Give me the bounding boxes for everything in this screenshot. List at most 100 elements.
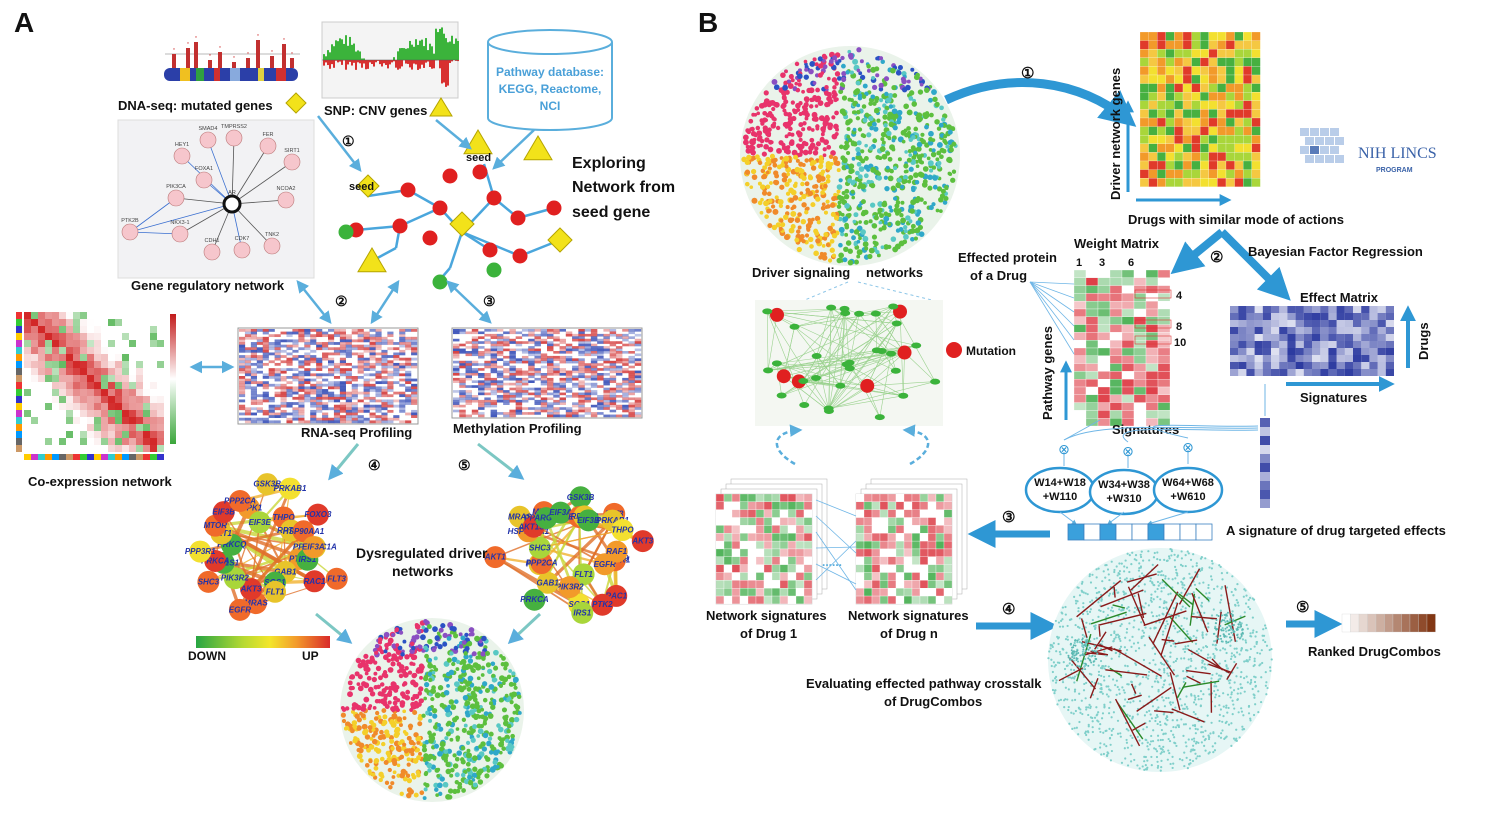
- stack-cell: [787, 595, 797, 605]
- heat-cell: [322, 407, 329, 411]
- hairball-node: [848, 168, 854, 174]
- heat-cell: [310, 404, 317, 408]
- hairball-node: [838, 242, 843, 248]
- stack-cell: [755, 509, 765, 518]
- heat-cell: [603, 392, 610, 396]
- heat-cell: [622, 377, 629, 381]
- heat-cell: [298, 365, 305, 369]
- heat-cell: [478, 375, 485, 379]
- heat-cell: [559, 414, 566, 418]
- stack-cell: [795, 595, 805, 605]
- heat-cell: [268, 342, 275, 345]
- coexp-cell: [80, 382, 87, 389]
- heat-cell: [239, 383, 246, 387]
- coexp-cell: [122, 354, 129, 361]
- heat-cell: [304, 378, 311, 382]
- coexp-bottom-color: [101, 454, 108, 460]
- coexp-cell: [150, 312, 157, 319]
- hairball-node: [856, 161, 862, 167]
- hairball-node: [908, 204, 915, 210]
- heat-cell: [375, 344, 382, 348]
- coexp-cell: [80, 340, 87, 347]
- gene-edge: [539, 546, 605, 566]
- coexp-cell: [59, 417, 66, 424]
- hairball-node: [495, 749, 500, 754]
- gene-node-label: PRKAB1: [274, 484, 307, 493]
- coexp-cell: [150, 410, 157, 417]
- heat-cell: [628, 380, 635, 383]
- heat-cell: [298, 394, 305, 398]
- hairball-node: [798, 122, 804, 128]
- heat-cell: [590, 370, 598, 374]
- zoom-mutation-node: [776, 369, 791, 384]
- heat-cell: [333, 420, 341, 424]
- heat-cell: [292, 396, 299, 400]
- stack-cell: [747, 595, 757, 605]
- hairball-node: [873, 215, 879, 221]
- heat-cell: [634, 343, 642, 347]
- heat-cell: [328, 357, 335, 361]
- coexp-cell: [38, 375, 45, 382]
- hairball-node: [477, 655, 482, 660]
- hairball-node: [378, 675, 383, 681]
- stack-cell: [779, 564, 789, 573]
- coexp-cell: [115, 445, 122, 452]
- hairball-node: [389, 738, 395, 744]
- heat-cell: [369, 378, 376, 382]
- hairball-node: [796, 73, 803, 80]
- heat-cell: [540, 375, 548, 379]
- zoom-edge: [828, 395, 904, 409]
- heat-cell: [465, 351, 472, 354]
- heat-cell: [256, 362, 263, 366]
- heat-cell: [339, 352, 346, 356]
- cnv-loss: [359, 60, 361, 64]
- mutation-star: *: [187, 42, 189, 48]
- gene-node: [189, 540, 212, 563]
- stack-cell: [935, 533, 945, 542]
- gene-node: [248, 511, 271, 534]
- hairball-node: [828, 58, 834, 64]
- cnv-gain: [417, 44, 419, 60]
- heat-cell: [387, 362, 394, 366]
- driver-signaling-hairball: [740, 46, 960, 266]
- stack-cell: [911, 517, 921, 526]
- heat-cell: [521, 373, 529, 376]
- heat-cell: [274, 370, 281, 374]
- cnv-gain: [433, 53, 435, 60]
- coexp-bottom-color: [66, 454, 73, 460]
- hairball-node: [796, 143, 802, 149]
- hairball-node: [382, 719, 388, 725]
- hairball-node: [868, 247, 875, 254]
- hairball-node: [481, 746, 488, 752]
- heat-cell: [316, 342, 323, 345]
- hairball-node: [357, 685, 364, 692]
- hairball-node: [871, 223, 878, 229]
- heat-cell: [496, 336, 504, 339]
- heat-cell: [609, 341, 617, 344]
- hairball-node: [373, 747, 379, 752]
- cnv-loss: [323, 60, 325, 66]
- hairball-node: [388, 784, 393, 790]
- heat-cell: [590, 348, 598, 352]
- stack-cell: [723, 525, 733, 534]
- hairball-node: [767, 223, 773, 229]
- heat-cell: [333, 404, 341, 408]
- heat-cell: [363, 347, 370, 351]
- heat-cell: [609, 377, 617, 381]
- hairball-node: [911, 187, 916, 193]
- heat-cell: [262, 331, 269, 335]
- hairball-node: [862, 235, 869, 242]
- heat-cell: [357, 365, 364, 369]
- heat-cell: [333, 415, 341, 418]
- mutation-bar: [194, 42, 198, 68]
- hairball-node: [439, 741, 446, 748]
- heat-cell: [453, 351, 460, 354]
- mutation-star: *: [209, 54, 211, 60]
- coexp-cell: [115, 368, 122, 375]
- heat-cell: [405, 402, 412, 405]
- heat-cell: [399, 362, 406, 366]
- cnv-loss: [421, 60, 423, 65]
- hairball-node: [804, 233, 810, 238]
- coexp-cell: [108, 312, 115, 319]
- hairball-node: [400, 691, 406, 697]
